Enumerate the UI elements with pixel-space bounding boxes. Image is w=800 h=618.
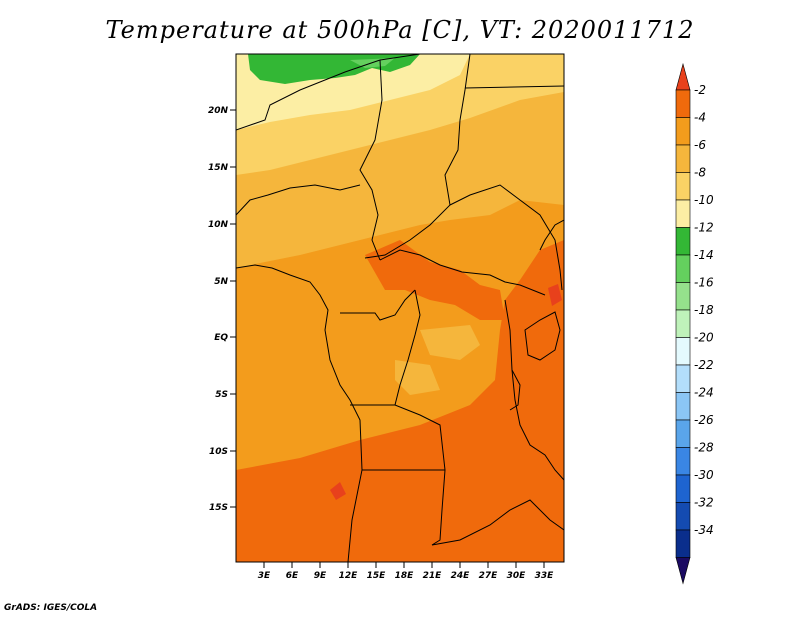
colorbar-swatch [675, 254, 691, 283]
colorbar-swatch [675, 309, 691, 338]
colorbar-swatch [675, 419, 691, 448]
lat-label: 10S [209, 447, 228, 457]
colorbar-swatch [675, 199, 691, 228]
colorbar-swatch [675, 282, 691, 311]
lat-axis: 20N 15N 10N 5N EQ 5S 10S 15S [208, 106, 236, 513]
colorbar-label: -8 [694, 166, 706, 180]
lat-label: EQ [214, 333, 228, 343]
colorbar-label: -14 [694, 248, 714, 262]
lon-label: 33E [535, 571, 555, 581]
colorbar-swatch [675, 144, 691, 173]
lat-label: 15S [209, 503, 228, 513]
colorbar-bottom-arrow [675, 557, 691, 585]
colorbar-swatch [675, 364, 691, 393]
colorbar-label: -6 [694, 138, 706, 152]
colorbar-top-arrow [675, 62, 691, 91]
lat-label: 20N [208, 106, 229, 116]
colorbar-label: -26 [694, 413, 714, 427]
colorbar-label: -2 [694, 83, 706, 97]
colorbar-swatch [675, 502, 691, 531]
chart-title: Temperature at 500hPa [C], VT: 202001171… [105, 16, 695, 44]
colorbar-label: -22 [694, 358, 714, 372]
lon-label: 6E [286, 571, 299, 581]
colorbar: -2 -4 -6 -8 -10 -12 -14 -16 -18 -20 -22 -24 -26 -28 -3… [675, 62, 714, 585]
lon-label: 3E [258, 571, 271, 581]
lon-label: 9E [314, 571, 327, 581]
colorbar-label: -4 [694, 111, 706, 125]
field-mild-patch [420, 325, 480, 360]
country-borders [236, 54, 564, 562]
lat-label: 5S [215, 390, 228, 400]
colorbar-swatch [675, 337, 691, 366]
colorbar-swatch [675, 447, 691, 476]
colorbar-swatch [675, 474, 691, 503]
lon-label: 21E [423, 571, 443, 581]
map-frame [235, 53, 565, 563]
lon-label: 24E [451, 571, 471, 581]
lon-axis: 3E 6E 9E 12E 15E 18E 21E 24E 27E 30E 33E [258, 562, 554, 581]
lon-label: 30E [507, 571, 527, 581]
colorbar-label: -24 [694, 386, 714, 400]
colorbar-label: -30 [694, 468, 714, 482]
lat-label: 15N [208, 163, 229, 173]
colorbar-swatch [675, 529, 691, 558]
field-warm-central [365, 240, 505, 320]
colorbar-swatch [675, 392, 691, 421]
colorbar-label: -28 [694, 441, 714, 455]
colorbar-label: -32 [694, 496, 714, 510]
colorbar-label: -34 [694, 523, 714, 537]
colorbar-swatch [675, 89, 691, 118]
colorbar-label: -18 [694, 303, 714, 317]
colorbar-label: -12 [694, 221, 714, 235]
colorbar-swatch [675, 172, 691, 201]
colorbar-label: -16 [694, 276, 714, 290]
lon-label: 18E [395, 571, 415, 581]
lon-label: 12E [339, 571, 359, 581]
colorbar-swatch [675, 227, 691, 256]
lat-label: 5N [214, 277, 228, 287]
lon-label: 15E [367, 571, 387, 581]
lat-label: 10N [208, 220, 229, 230]
field-warm-south [236, 240, 564, 562]
colorbar-label: -10 [694, 193, 714, 207]
colorbar-label: -20 [694, 331, 714, 345]
grads-credit: GrADS: IGES/COLA [4, 603, 98, 613]
field-hot-spot-west [330, 482, 346, 500]
lon-label: 27E [479, 571, 499, 581]
field-hot-spot-east [548, 284, 562, 306]
colorbar-swatch [675, 117, 691, 146]
field-mild-patch-2 [395, 360, 440, 395]
